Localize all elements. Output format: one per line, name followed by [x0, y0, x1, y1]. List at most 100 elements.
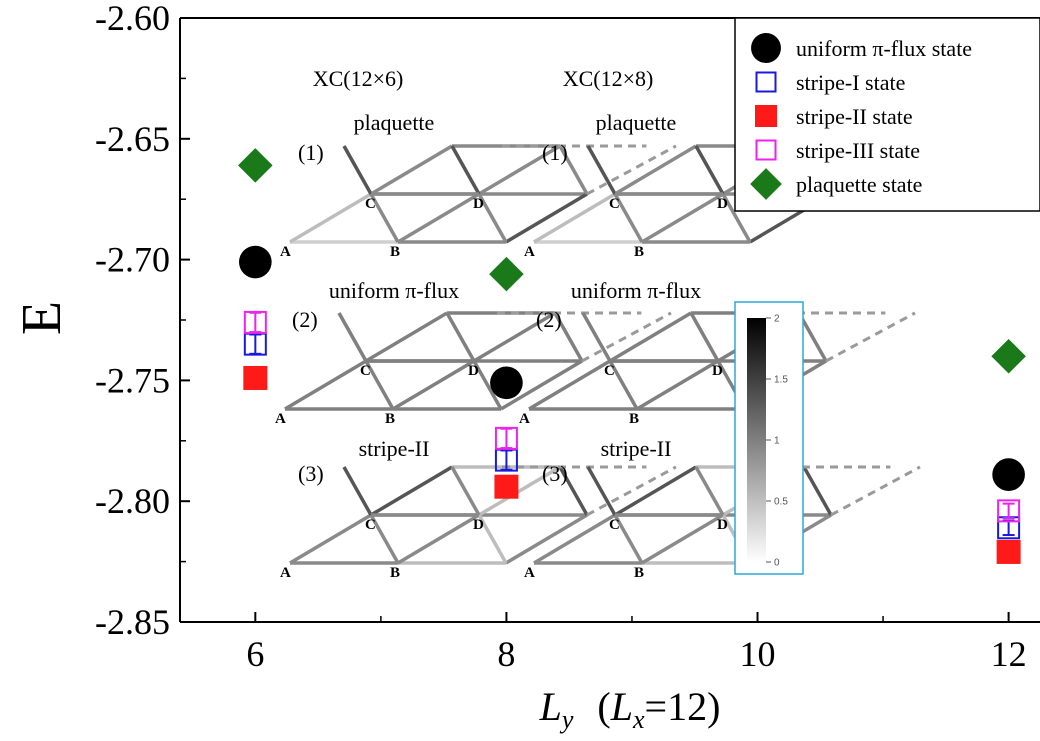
- site-label-a: A: [280, 565, 291, 581]
- legend-label: stripe-I state: [796, 70, 905, 95]
- site-label-a: A: [524, 565, 535, 581]
- data-points: [238, 148, 1026, 564]
- lattice-bond: [581, 312, 612, 362]
- data-point: [996, 539, 1021, 564]
- site-label-b: B: [634, 565, 644, 581]
- boundary-bond: [586, 144, 677, 196]
- lattice-bond: [558, 145, 589, 195]
- lattice-bond: [609, 311, 692, 363]
- data-point: [243, 310, 267, 334]
- data-point: [991, 338, 1026, 374]
- boundary-bond: [825, 311, 916, 363]
- inset-state-label: plaquette: [596, 110, 677, 135]
- site-label-d: D: [717, 517, 728, 533]
- lattice-bond: [365, 311, 448, 363]
- inset-title-right: XC(12×8): [563, 66, 654, 91]
- inset-index: (2): [292, 307, 318, 332]
- lattice-bond: [558, 466, 589, 516]
- lattice-bond: [473, 311, 556, 363]
- inset-state-label: uniform π-flux: [329, 278, 459, 303]
- lattice-bond: [528, 359, 611, 411]
- y-tick-label: -2.60: [95, 0, 170, 38]
- inset-state-label: plaquette: [354, 110, 435, 135]
- y-tick-label: -2.80: [95, 481, 170, 521]
- lattice-bond: [613, 193, 644, 243]
- data-point: [997, 499, 1021, 523]
- lattice-bond: [694, 145, 725, 195]
- lattice-bond: [342, 145, 373, 195]
- lattice-bond: [472, 360, 503, 410]
- series-4: [238, 148, 1026, 374]
- lattice-bond: [553, 312, 584, 362]
- lattice-bond: [533, 513, 616, 565]
- lattice-bond: [505, 513, 588, 565]
- lattice-bond: [478, 465, 561, 517]
- legend-marker: [750, 168, 782, 200]
- lattice-bond: [505, 192, 588, 244]
- lattice-bond: [608, 360, 639, 410]
- inset-index: (1): [298, 140, 324, 165]
- lattice-bond: [641, 192, 724, 244]
- inset-state-label: stripe-II: [359, 436, 430, 461]
- site-label-c: C: [609, 517, 620, 533]
- lattice-bond: [586, 145, 617, 195]
- site-label-a: A: [524, 244, 535, 260]
- x-tick-label: 6: [246, 634, 264, 674]
- colorbar-frame: [734, 301, 804, 575]
- lattice-bond: [614, 465, 697, 517]
- colorbar-tick-label: 0.5: [774, 497, 788, 508]
- site-label-c: C: [604, 363, 615, 379]
- site-label-d: D: [712, 363, 723, 379]
- legend-marker: [751, 33, 781, 63]
- legend-label: uniform π-flux state: [796, 36, 972, 61]
- boundary-bond: [586, 465, 677, 517]
- site-label-d: D: [468, 363, 479, 379]
- lattice-bond: [450, 145, 481, 195]
- inset-index: (3): [542, 461, 568, 486]
- lattice-bond: [342, 466, 373, 516]
- site-label-c: C: [365, 196, 376, 212]
- lattice-bond: [802, 466, 833, 516]
- colorbar-gradient: [747, 318, 766, 562]
- lattice-bond: [364, 360, 395, 410]
- inset-index: (2): [536, 307, 562, 332]
- lattice-bond: [450, 466, 481, 516]
- site-label-d: D: [473, 196, 484, 212]
- site-label-a: A: [275, 411, 286, 427]
- lattice-bond: [289, 513, 372, 565]
- data-point: [490, 366, 523, 400]
- site-label-c: C: [365, 517, 376, 533]
- lattice-bond: [586, 466, 617, 516]
- lattice-bond: [477, 514, 508, 564]
- inset-state-label: stripe-II: [601, 436, 672, 461]
- lattice-bond: [689, 312, 720, 362]
- data-point: [494, 426, 518, 450]
- inset-state-label: uniform π-flux: [571, 278, 701, 303]
- data-point: [489, 256, 524, 292]
- lattice-bond: [369, 193, 400, 243]
- axis-labels: E Ly (Lx=12): [11, 301, 720, 734]
- lattice-bond: [636, 359, 719, 411]
- site-label-a: A: [519, 411, 530, 427]
- inset-index: (3): [298, 461, 324, 486]
- lattice-bond: [614, 144, 697, 196]
- lattice-inset: A B C D (2) uniform π-flux: [275, 278, 672, 427]
- lattice-bond: [284, 359, 367, 411]
- site-label-b: B: [385, 411, 395, 427]
- legend-marker: [755, 105, 777, 127]
- site-label-c: C: [360, 363, 371, 379]
- data-point: [239, 245, 272, 279]
- colorbar-tick-label: 0: [774, 558, 780, 569]
- data-point: [243, 365, 268, 390]
- lattice-bond: [289, 192, 372, 244]
- site-label-b: B: [390, 244, 400, 260]
- lattice-bond: [533, 192, 616, 244]
- lattice-bond: [392, 359, 475, 411]
- lattice-bond: [477, 193, 508, 243]
- y-tick-label: -2.75: [95, 360, 170, 400]
- series-0: [239, 245, 1025, 491]
- x-axis-label: Ly (Lx=12): [539, 684, 721, 734]
- x-tick-label: 10: [740, 634, 776, 674]
- lattice-inset: A B C D (2) uniform π-flux: [519, 278, 916, 427]
